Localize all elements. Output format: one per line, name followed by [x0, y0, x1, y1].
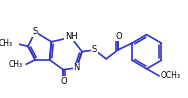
Text: O: O	[61, 77, 67, 86]
Text: CH₃: CH₃	[0, 39, 13, 48]
Text: CH₃: CH₃	[8, 60, 23, 69]
Text: S: S	[33, 27, 38, 36]
Text: S: S	[92, 45, 97, 54]
Text: NH: NH	[65, 32, 77, 41]
Text: OCH₃: OCH₃	[160, 71, 180, 80]
Text: O: O	[115, 32, 122, 41]
Text: N: N	[73, 63, 80, 72]
